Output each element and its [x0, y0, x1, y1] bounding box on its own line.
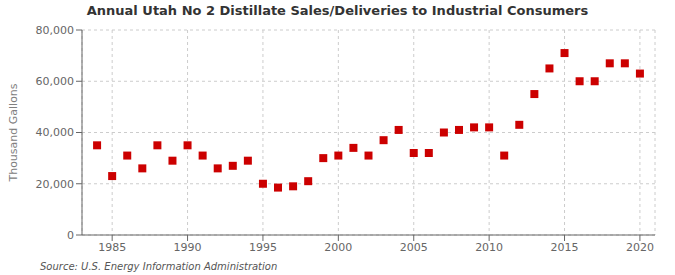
svg-text:80,000: 80,000 [36, 24, 75, 37]
html-text:Source: U.S. Energy Informatio: Source: U.S. Energy Information Administ… [40, 261, 278, 272]
svg-text:1990: 1990 [174, 241, 202, 254]
svg-text:Thousand Gallons: Thousand Gallons [8, 83, 20, 182]
svg-text:40,000: 40,000 [36, 126, 75, 139]
html-text:Annual Utah No 2 Distillate Sa: Annual Utah No 2 Distillate Sales/Delive… [86, 3, 589, 18]
svg-text:60,000: 60,000 [36, 75, 75, 88]
svg-text:20,000: 20,000 [36, 178, 75, 191]
svg-text:2015: 2015 [551, 241, 579, 254]
svg-text:2020: 2020 [626, 241, 654, 254]
svg-text:0: 0 [67, 229, 74, 242]
svg-text:1985: 1985 [98, 241, 126, 254]
svg-text:2005: 2005 [400, 241, 428, 254]
svg-text:2010: 2010 [475, 241, 503, 254]
svg-text:2000: 2000 [324, 241, 352, 254]
svg-text:1995: 1995 [249, 241, 277, 254]
